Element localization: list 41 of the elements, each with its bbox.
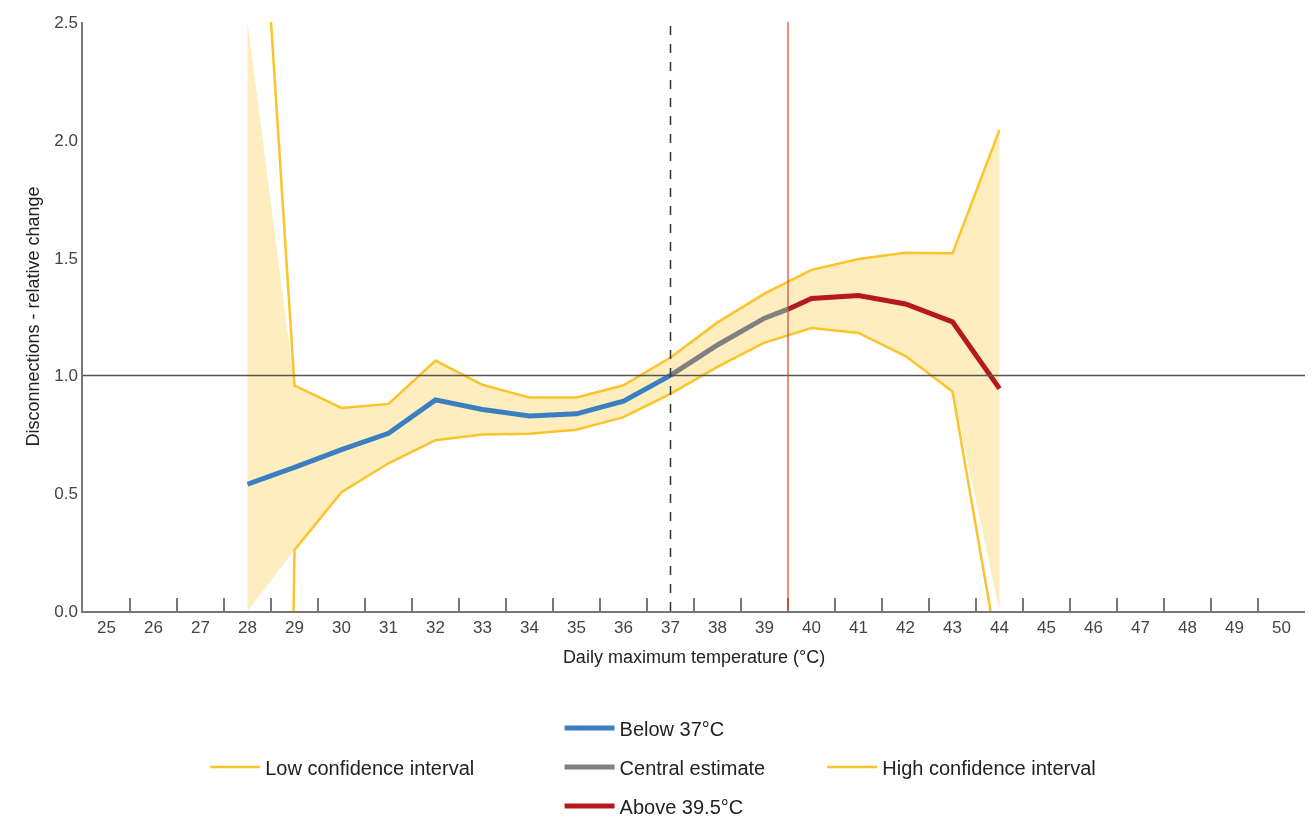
x-tick-label: 29 (285, 618, 304, 638)
y-tick-label: 2.5 (54, 12, 78, 32)
x-tick-label: 25 (97, 618, 116, 638)
y-tick-label: 1.0 (54, 366, 78, 386)
x-tick-label: 42 (896, 618, 915, 638)
x-tick-label: 26 (144, 618, 163, 638)
x-tick-label: 39 (755, 618, 774, 638)
y-tick-label: 1.5 (54, 248, 78, 268)
x-tick-label: 35 (567, 618, 586, 638)
x-tick-label: 47 (1131, 618, 1150, 638)
x-tick-label: 44 (990, 618, 1009, 638)
legend-label: High confidence interval (882, 756, 1096, 779)
x-tick-label: 27 (191, 618, 210, 638)
y-tick-label: 0.0 (54, 601, 78, 621)
x-tick-label: 38 (708, 618, 727, 638)
x-tick-label: 36 (614, 618, 633, 638)
x-tick-label: 28 (238, 618, 257, 638)
x-tick-label: 43 (943, 618, 962, 638)
x-tick-label: 49 (1225, 618, 1244, 638)
y-tick-label: 0.5 (54, 484, 78, 504)
x-tick-label: 48 (1178, 618, 1197, 638)
line-series (292, 326, 992, 611)
legend-label: Central estimate (619, 756, 766, 779)
y-tick-label: 2.0 (54, 130, 78, 150)
x-tick-label: 31 (379, 618, 398, 638)
x-axis-title: Daily maximum temperature (°C) (562, 646, 826, 667)
x-tick-label: 45 (1037, 618, 1056, 638)
x-tick-label: 33 (473, 618, 492, 638)
x-tick-label: 32 (426, 618, 445, 638)
legend-label: Above 39.5°C (619, 795, 744, 818)
x-tick-label: 34 (520, 618, 539, 638)
x-tick-label: 30 (332, 618, 351, 638)
x-tick-label: 37 (661, 618, 680, 638)
x-tick-label: 41 (849, 618, 868, 638)
x-tick-label: 46 (1084, 618, 1103, 638)
legend-label: Low confidence interval (265, 756, 475, 779)
y-axis-title: Disconnections - relative change (22, 186, 43, 447)
line-series (269, 22, 1001, 410)
x-tick-label: 40 (802, 618, 821, 638)
legend-label: Below 37°C (619, 717, 725, 740)
x-tick-label: 50 (1272, 618, 1291, 638)
